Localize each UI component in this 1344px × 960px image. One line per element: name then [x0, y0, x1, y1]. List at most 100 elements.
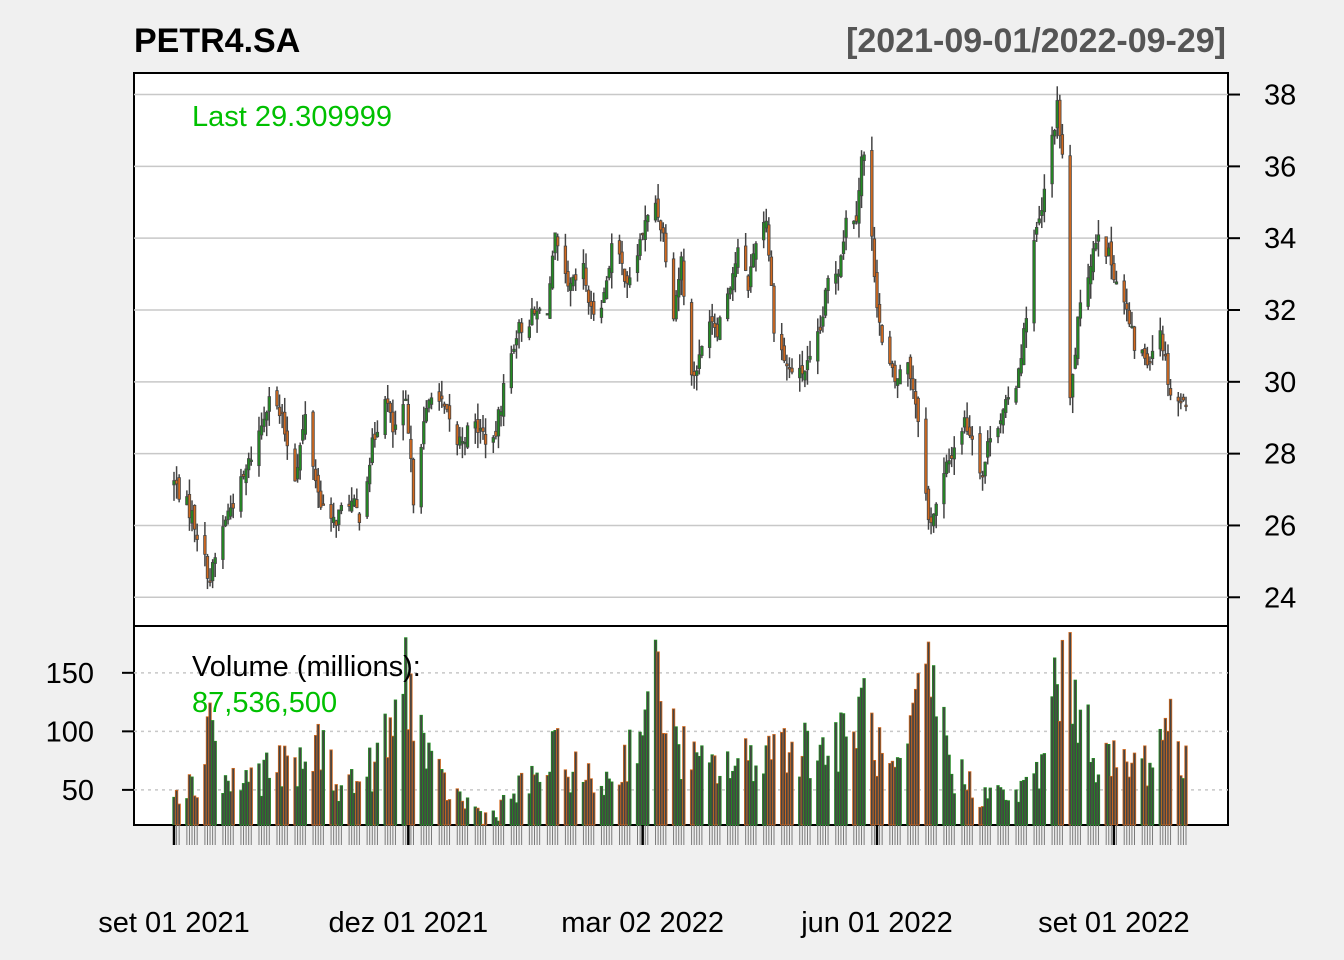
volume-bar: [836, 771, 841, 826]
volume-bar: [852, 731, 856, 826]
volume-bar: [1053, 657, 1057, 826]
volume-bar: [277, 745, 282, 826]
volume-bar: [641, 735, 645, 826]
candle-body: [746, 275, 750, 291]
candle-body: [700, 345, 704, 356]
volume-bar: [419, 714, 423, 826]
volume-bar: [1109, 775, 1113, 826]
volume-bar: [1004, 799, 1008, 826]
price-y-tick-label: 32: [1264, 295, 1296, 327]
volume-bar: [700, 745, 704, 826]
volume-bar: [983, 787, 987, 826]
volume-bar: [839, 712, 843, 826]
volume-bar: [944, 735, 949, 826]
candle-body: [787, 367, 792, 370]
volume-bar: [574, 751, 578, 826]
candle-body: [952, 447, 956, 460]
candle-body: [1161, 333, 1165, 352]
volume-bar: [259, 795, 264, 826]
candle-body: [674, 294, 678, 320]
volume-bar: [1086, 704, 1090, 826]
volume-bar: [190, 776, 194, 826]
candle-body: [244, 468, 248, 484]
volume-bar: [1166, 730, 1170, 826]
candle-body: [870, 150, 874, 237]
candle-body: [769, 256, 774, 286]
candle-body: [1004, 399, 1008, 413]
volume-bar: [1130, 762, 1134, 826]
volume-bar: [844, 736, 848, 826]
candle-body: [195, 534, 199, 540]
volume-bar: [303, 761, 307, 826]
volume-bar: [339, 785, 344, 826]
volume-bar: [1050, 696, 1054, 826]
volume-bar: [1127, 776, 1131, 826]
candle-body: [422, 421, 426, 445]
candle-body: [692, 370, 696, 377]
candle-body: [622, 268, 627, 282]
candle-body: [818, 326, 822, 331]
candle-body: [275, 390, 279, 407]
candle-body: [653, 202, 658, 221]
volume-bar: [275, 772, 279, 826]
candle-body: [226, 510, 230, 521]
volume-bar: [442, 772, 447, 826]
candle-body: [628, 277, 632, 286]
volume-bar: [365, 776, 369, 826]
volume-bar: [592, 792, 596, 826]
volume-bar: [736, 758, 740, 826]
volume-bar: [731, 770, 735, 826]
candle-body: [241, 473, 246, 477]
volume-bar: [424, 768, 429, 826]
candle-body: [501, 383, 506, 417]
volume-bar: [347, 774, 351, 826]
candle-body: [311, 411, 315, 467]
candle-body: [445, 403, 449, 410]
candle-body: [409, 438, 413, 460]
volume-bar: [931, 665, 936, 826]
volume-bar: [1001, 789, 1005, 826]
candle-body: [1034, 227, 1039, 235]
volume-bar: [566, 776, 570, 826]
volume-bar: [988, 787, 992, 826]
candle-body: [1032, 240, 1036, 324]
volume-bar: [265, 752, 269, 826]
candle-body: [1060, 134, 1065, 155]
candle-body: [339, 505, 344, 512]
candle-body: [762, 221, 766, 241]
candle-body: [890, 363, 895, 369]
volume-bar: [553, 729, 557, 826]
candle-body: [808, 355, 812, 360]
candle-body: [790, 367, 794, 373]
candle-body: [517, 322, 521, 334]
volume-bar: [172, 796, 176, 826]
volume-y-axis: 50 100 150: [46, 658, 134, 807]
volume-bar: [298, 747, 302, 826]
candle-body: [368, 464, 372, 485]
volume-bar: [422, 732, 426, 826]
volume-bar: [998, 787, 1003, 826]
volume-bar: [628, 729, 632, 826]
candle-body: [643, 220, 647, 240]
candle-body: [1042, 188, 1047, 213]
volume-bar: [1158, 728, 1162, 826]
candle-body: [707, 321, 712, 348]
volume-bar: [527, 793, 532, 826]
candle-body: [664, 232, 668, 263]
volume-bar: [607, 778, 611, 826]
candle-body: [713, 322, 717, 328]
volume-bar: [1037, 788, 1041, 826]
candle-body: [465, 425, 470, 448]
candle-body: [223, 519, 228, 527]
candle-body: [767, 224, 771, 256]
candle-body: [1016, 368, 1021, 388]
candle-body: [602, 292, 606, 303]
volume-bar: [769, 759, 774, 826]
volume-bar: [313, 735, 318, 826]
date-range-label: [2021-09-01/2022-09-29]: [846, 22, 1226, 60]
price-y-tick-label: 38: [1264, 80, 1296, 112]
volume-bar: [185, 798, 189, 826]
volume-bar: [780, 731, 784, 826]
candle-body: [352, 498, 356, 506]
volume-bar: [239, 790, 243, 826]
